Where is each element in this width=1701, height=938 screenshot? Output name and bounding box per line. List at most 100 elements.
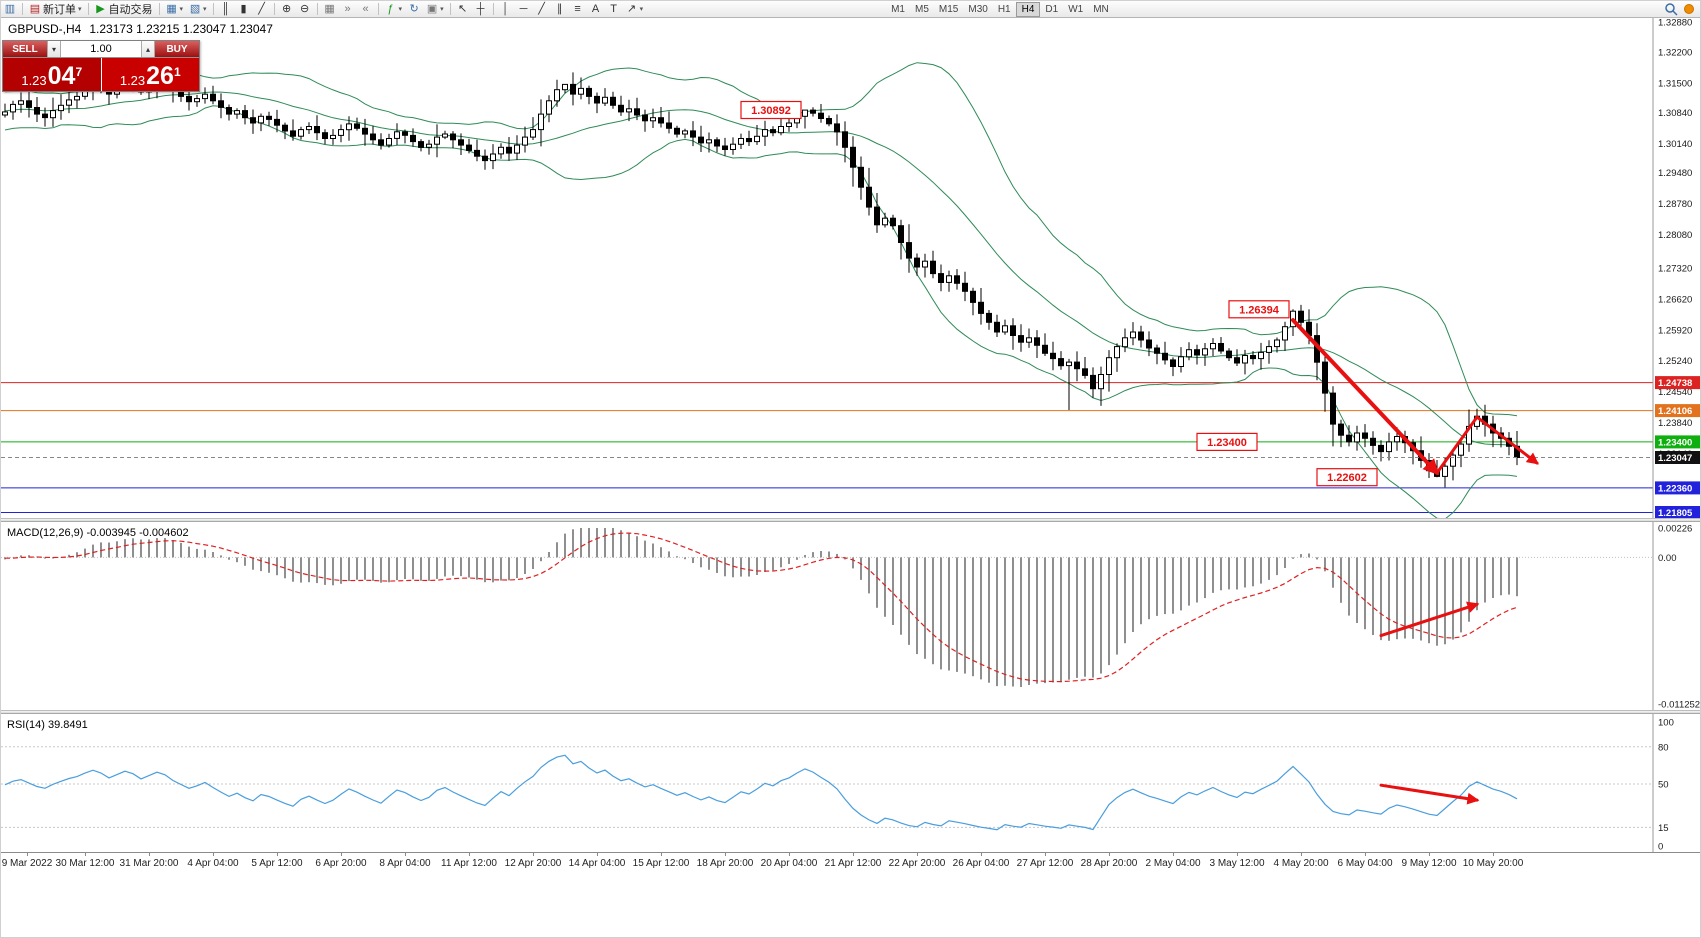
line-chart-icon: ╱ — [258, 2, 265, 15]
time-tick — [1301, 853, 1302, 856]
svg-text:1.24106: 1.24106 — [1658, 406, 1692, 417]
time-tick — [1365, 853, 1366, 856]
search-icon[interactable] — [1664, 2, 1678, 16]
bar-chart-button[interactable]: ║ — [217, 2, 235, 17]
time-tick — [341, 853, 342, 856]
notification-dot-icon[interactable] — [1684, 4, 1694, 14]
time-tick — [1493, 853, 1494, 856]
trend-arrows[interactable] — [1291, 318, 1539, 476]
svg-text:1.30840: 1.30840 — [1658, 108, 1692, 119]
arrows-icon: ↗ — [626, 2, 637, 15]
text-icon: A — [591, 2, 600, 15]
volume-up-icon[interactable]: ▴ — [141, 41, 155, 57]
panel-separator[interactable] — [1, 710, 1700, 714]
crosshair-icon: ┼ — [476, 2, 485, 15]
buy-price[interactable]: 1.23 26 1 — [101, 58, 199, 91]
chart-shift-button[interactable]: « — [357, 2, 375, 17]
svg-text:1.23400: 1.23400 — [1207, 437, 1247, 449]
rsi-canvas[interactable]: 100 80 50 15 0 — [1, 714, 1701, 852]
timeframe-m15-button[interactable]: M15 — [938, 3, 959, 15]
caret-down-icon: ▾ — [440, 6, 444, 13]
svg-text:1.28080: 1.28080 — [1658, 230, 1692, 241]
time-label: 9 Mar 2022 — [1, 858, 53, 869]
cursor-icon: ↖ — [457, 2, 468, 15]
buy-price-digits: 26 — [146, 62, 174, 90]
time-tick — [789, 853, 790, 856]
autotrade-button[interactable]: ▶ 自动交易 — [92, 2, 156, 17]
svg-text:1.23047: 1.23047 — [1658, 453, 1692, 464]
sell-button[interactable]: SELL — [3, 41, 47, 57]
time-label: 31 Mar 20:00 — [119, 858, 179, 869]
panel-separator[interactable] — [1, 518, 1700, 522]
label-button[interactable]: T — [605, 2, 623, 17]
svg-text:1.23400: 1.23400 — [1658, 437, 1692, 448]
auto-scroll-button[interactable]: » — [339, 2, 357, 17]
candlestick-chart-button[interactable]: ▮ — [235, 2, 253, 17]
time-tick — [981, 853, 982, 856]
svg-text:1.25240: 1.25240 — [1658, 356, 1692, 367]
refresh-button[interactable]: ↻ — [405, 2, 423, 17]
tile-windows-icon: ▦ — [324, 2, 335, 15]
svg-text:1.26620: 1.26620 — [1658, 295, 1692, 306]
macd-canvas[interactable]: 0.00226 0.00 -0.011252 — [1, 522, 1701, 710]
tile-windows-button[interactable]: ▦ — [321, 2, 339, 17]
indicators-button[interactable]: ƒ ▾ — [382, 2, 406, 17]
timeframe-m1-button[interactable]: M1 — [891, 3, 905, 15]
zoom-in-icon: ⊕ — [281, 2, 292, 15]
time-tick — [853, 853, 854, 856]
timeframe-w1-button[interactable]: W1 — [1068, 3, 1084, 15]
new-order-button[interactable]: ▤ 新订单 ▾ — [26, 2, 85, 17]
rsi-arrow[interactable] — [1379, 783, 1480, 805]
time-label: 28 Apr 20:00 — [1080, 858, 1138, 869]
time-label: 21 Apr 12:00 — [824, 858, 882, 869]
vertical-line-icon: │ — [502, 2, 510, 15]
macd-arrow[interactable] — [1379, 601, 1480, 638]
line-chart-button[interactable]: ╱ — [253, 2, 271, 17]
svg-text:100: 100 — [1658, 718, 1674, 729]
toolbar-separator — [22, 3, 23, 15]
timeframe-m30-button[interactable]: M30 — [968, 3, 988, 15]
svg-text:1.24738: 1.24738 — [1658, 378, 1692, 389]
horizontal-line-button[interactable]: ─ — [515, 2, 533, 17]
caret-down-icon: ▾ — [398, 6, 403, 13]
fibonacci-button[interactable]: ≡ — [569, 2, 587, 17]
volume-down-icon[interactable]: ▾ — [47, 41, 61, 57]
buy-button[interactable]: BUY — [155, 41, 199, 57]
text-button[interactable]: A — [587, 2, 605, 17]
timeframe-h4-button[interactable]: H4 — [1015, 1, 1041, 17]
refresh-icon: ↻ — [409, 2, 419, 15]
time-label: 30 Mar 12:00 — [55, 858, 115, 869]
timeframe-d1-button[interactable]: D1 — [1045, 3, 1059, 15]
vertical-line-button[interactable]: │ — [497, 2, 515, 17]
price-chart-canvas[interactable]: 1.32880 1.32200 1.31500 1.30840 1.30140 1.294… — [1, 18, 1701, 518]
timeframe-mn-button[interactable]: MN — [1093, 3, 1109, 15]
cursor-button[interactable]: ↖ — [454, 2, 472, 17]
timeframe-h1-button[interactable]: H1 — [997, 3, 1011, 15]
arrows-button[interactable]: ↗ ▾ — [623, 2, 647, 17]
sell-price[interactable]: 1.23 04 7 — [3, 58, 102, 91]
profiles-button[interactable]: ▧ ▾ — [186, 2, 210, 17]
time-tick — [1173, 853, 1174, 856]
new-chart-button[interactable]: ▦ ▾ — [163, 2, 187, 17]
zoom-in-button[interactable]: ⊕ — [278, 2, 296, 17]
time-tick — [1429, 853, 1430, 856]
volume-field[interactable]: 1.00 — [61, 41, 141, 57]
time-label: 2 May 04:00 — [1145, 858, 1201, 869]
time-axis[interactable]: 9 Mar 2022 30 Mar 12:00 31 Mar 20:00 4 Apr … — [1, 852, 1700, 873]
svg-text:1.26394: 1.26394 — [1239, 304, 1280, 316]
crosshair-button[interactable]: ┼ — [472, 2, 490, 17]
time-tick — [661, 853, 662, 856]
sell-price-prefix: 1.23 — [21, 73, 47, 88]
caret-down-icon: ▾ — [203, 6, 207, 13]
price-axis[interactable]: 1.32880 1.32200 1.31500 1.30840 1.30140 1.294… — [1652, 18, 1701, 518]
channel-button[interactable]: ∥ — [551, 2, 569, 17]
templates-button[interactable]: ▣ ▾ — [423, 2, 447, 17]
time-label: 22 Apr 20:00 — [888, 858, 946, 869]
price-callouts[interactable]: 1.30892 1.26394 1.23400 1.22602 — [740, 100, 1378, 487]
new-order-button-label: 新订单 — [43, 4, 76, 16]
trendline-button[interactable]: ╱ — [533, 2, 551, 17]
zoom-out-button[interactable]: ⊖ — [296, 2, 314, 17]
new-order-icon: ▤ — [29, 2, 41, 15]
chart-window-icon[interactable]: ▥ — [1, 2, 19, 17]
timeframe-m5-button[interactable]: M5 — [915, 3, 929, 15]
